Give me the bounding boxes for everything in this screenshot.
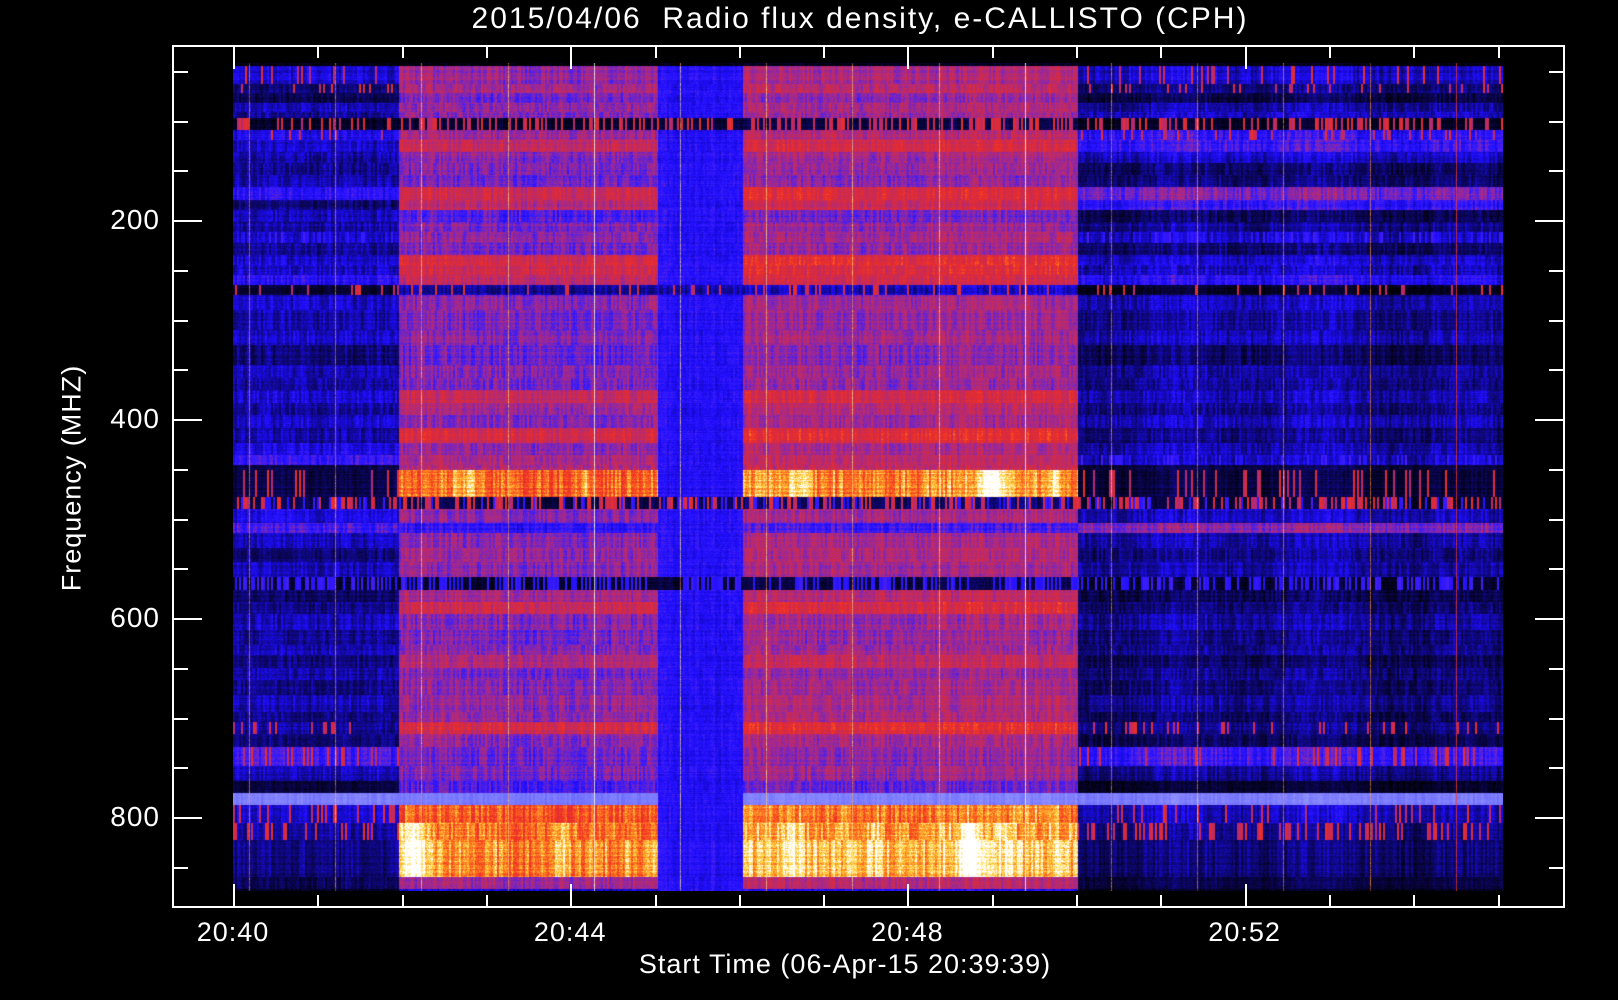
y-major-tick bbox=[174, 618, 202, 620]
y-axis-title: Frequency (MHZ) bbox=[56, 364, 87, 592]
x-minor-tick bbox=[317, 47, 319, 58]
y-major-tick bbox=[1535, 220, 1563, 222]
x-minor-tick bbox=[1413, 47, 1415, 58]
y-major-tick bbox=[1535, 817, 1563, 819]
y-minor-tick bbox=[1549, 320, 1563, 322]
x-minor-tick bbox=[1329, 895, 1331, 906]
x-major-tick bbox=[907, 47, 909, 69]
x-tick-label: 20:44 bbox=[533, 917, 607, 947]
y-minor-tick bbox=[1549, 170, 1563, 172]
y-minor-tick bbox=[174, 469, 188, 471]
y-major-tick bbox=[174, 220, 202, 222]
y-tick-label: 600 bbox=[110, 602, 160, 633]
x-minor-tick bbox=[1329, 47, 1331, 58]
x-minor-tick bbox=[823, 47, 825, 58]
x-tick-label: 20:48 bbox=[871, 917, 944, 947]
y-minor-tick bbox=[174, 71, 188, 73]
y-minor-tick bbox=[174, 718, 188, 720]
spectrogram-image bbox=[233, 63, 1503, 891]
y-major-tick bbox=[1535, 419, 1563, 421]
y-minor-tick bbox=[1549, 469, 1563, 471]
y-minor-tick bbox=[174, 668, 188, 670]
y-tick-label: 400 bbox=[110, 403, 160, 434]
x-minor-tick bbox=[739, 895, 741, 906]
y-minor-tick bbox=[1549, 71, 1563, 73]
x-major-tick bbox=[570, 47, 572, 69]
y-minor-tick bbox=[174, 121, 188, 123]
y-minor-tick bbox=[174, 320, 188, 322]
x-minor-tick bbox=[317, 895, 319, 906]
x-minor-tick bbox=[992, 47, 994, 58]
y-minor-tick bbox=[1549, 519, 1563, 521]
y-minor-tick bbox=[1549, 121, 1563, 123]
y-tick-label: 800 bbox=[110, 801, 160, 832]
x-tick-label: 20:40 bbox=[196, 917, 270, 947]
x-minor-tick bbox=[486, 895, 488, 906]
x-minor-tick bbox=[1498, 47, 1500, 58]
x-minor-tick bbox=[655, 47, 657, 58]
x-minor-tick bbox=[402, 47, 404, 58]
x-minor-tick bbox=[1160, 47, 1162, 58]
x-minor-tick bbox=[1498, 895, 1500, 906]
x-minor-tick bbox=[992, 895, 994, 906]
y-minor-tick bbox=[174, 867, 188, 869]
x-major-tick bbox=[233, 884, 235, 906]
x-major-tick bbox=[233, 47, 235, 69]
y-major-tick bbox=[174, 419, 202, 421]
x-minor-tick bbox=[1413, 895, 1415, 906]
x-minor-tick bbox=[486, 47, 488, 58]
x-minor-tick bbox=[1076, 895, 1078, 906]
x-major-tick bbox=[570, 884, 572, 906]
x-minor-tick bbox=[1160, 895, 1162, 906]
x-minor-tick bbox=[1076, 47, 1078, 58]
chart-title: 2015/04/06 Radio flux density, e-CALLIST… bbox=[471, 2, 1249, 35]
y-minor-tick bbox=[174, 519, 188, 521]
y-minor-tick bbox=[174, 568, 188, 570]
y-minor-tick bbox=[1549, 270, 1563, 272]
x-major-tick bbox=[1245, 884, 1247, 906]
y-minor-tick bbox=[1549, 867, 1563, 869]
y-minor-tick bbox=[1549, 568, 1563, 570]
x-major-tick bbox=[907, 884, 909, 906]
y-tick-label: 200 bbox=[110, 204, 160, 235]
y-minor-tick bbox=[1549, 369, 1563, 371]
y-minor-tick bbox=[1549, 718, 1563, 720]
y-minor-tick bbox=[174, 270, 188, 272]
y-minor-tick bbox=[174, 767, 188, 769]
x-tick-label: 20:52 bbox=[1208, 917, 1281, 947]
y-major-tick bbox=[174, 817, 202, 819]
y-minor-tick bbox=[174, 170, 188, 172]
y-minor-tick bbox=[174, 369, 188, 371]
x-minor-tick bbox=[402, 895, 404, 906]
x-major-tick bbox=[1245, 47, 1247, 69]
y-major-tick bbox=[1535, 618, 1563, 620]
x-minor-tick bbox=[739, 47, 741, 58]
x-minor-tick bbox=[823, 895, 825, 906]
y-minor-tick bbox=[1549, 668, 1563, 670]
x-minor-tick bbox=[655, 895, 657, 906]
x-axis-title: Start Time (06-Apr-15 20:39:39) bbox=[638, 949, 1052, 979]
y-minor-tick bbox=[1549, 767, 1563, 769]
plot-frame bbox=[172, 45, 1565, 908]
